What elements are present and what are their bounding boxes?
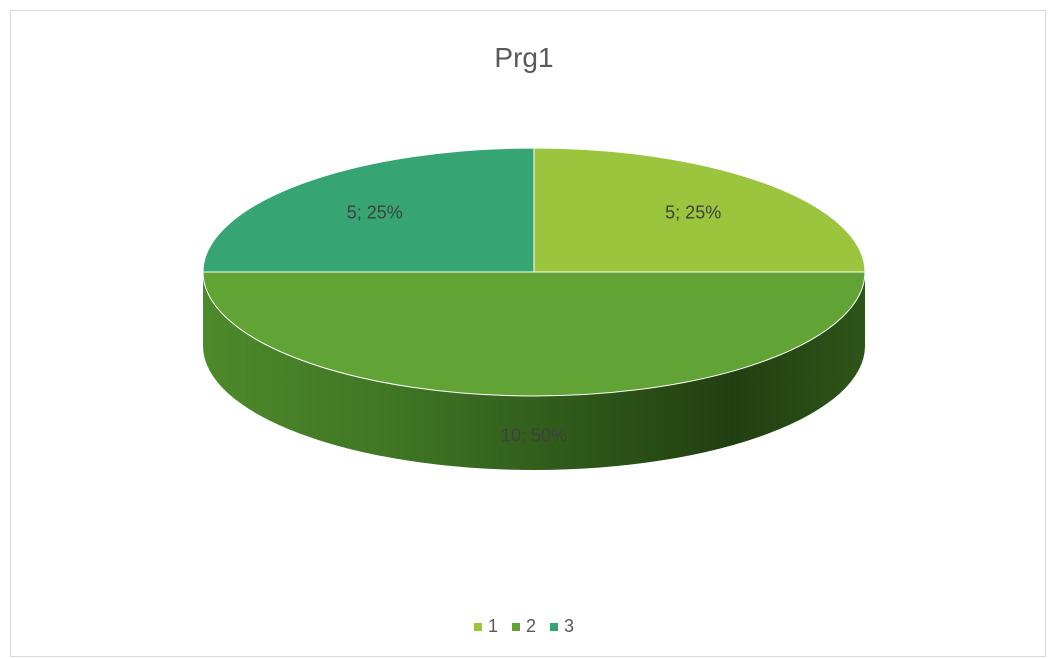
pie-slice-2 xyxy=(202,271,866,397)
legend-swatch-3 xyxy=(550,622,558,631)
pie-side-wall xyxy=(203,272,865,470)
data-label-1: 5; 25% xyxy=(665,202,721,222)
legend-label-2: 2 xyxy=(525,616,536,636)
data-label-2: 10; 50% xyxy=(501,426,567,446)
legend-item-1: 1 xyxy=(473,616,498,637)
legend-label-3: 3 xyxy=(564,616,575,636)
legend-item-2: 2 xyxy=(511,616,536,637)
legend: 1 2 3 xyxy=(0,616,1048,637)
chart-title: Prg1 xyxy=(494,42,554,73)
legend-label-1: 1 xyxy=(487,616,498,636)
data-label-3: 5; 25% xyxy=(347,202,403,222)
legend-swatch-2 xyxy=(511,622,520,631)
legend-swatch-1 xyxy=(473,622,482,631)
legend-item-3: 3 xyxy=(550,616,574,637)
pie-side-surface xyxy=(203,272,865,470)
pie-slice-3 xyxy=(202,147,535,273)
pie-slice-1 xyxy=(533,147,866,273)
